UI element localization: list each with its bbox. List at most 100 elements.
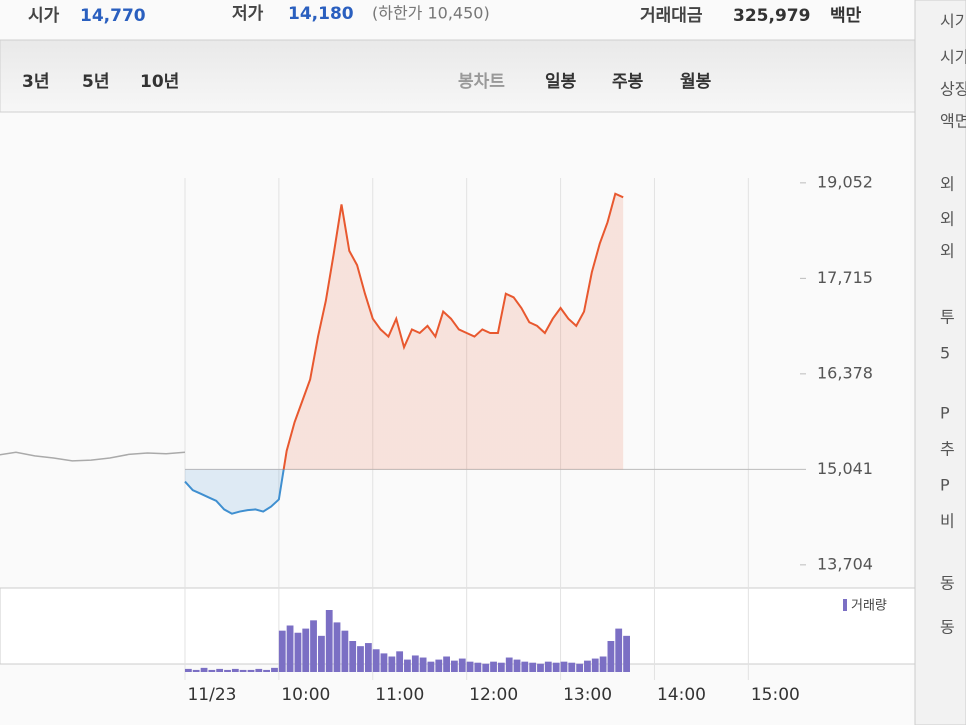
tab-bar xyxy=(0,39,916,113)
volume-bar xyxy=(341,630,349,672)
volume-bar xyxy=(584,660,591,672)
limit-note: (하한가 10,450) xyxy=(372,4,490,23)
period-tab[interactable]: 3년 xyxy=(22,72,49,92)
open-value: 14,770 xyxy=(80,6,146,26)
volume-bar xyxy=(200,667,208,672)
volume-bar xyxy=(388,656,396,672)
side-text: 외 xyxy=(940,210,955,229)
volume-bar xyxy=(529,662,537,672)
period-tab[interactable]: 5년 xyxy=(82,72,109,92)
volume-bar xyxy=(310,620,317,672)
volume-bar xyxy=(208,669,216,672)
volume-bar xyxy=(521,661,529,672)
volume-bar xyxy=(560,661,568,672)
price-line xyxy=(184,192,624,515)
volume-bar xyxy=(419,657,427,672)
side-text: 시가 xyxy=(940,48,966,67)
y-tick-label: 13,704 xyxy=(817,554,873,573)
volume-bar xyxy=(231,668,239,672)
volume-bar xyxy=(224,669,231,672)
volume-bar xyxy=(427,661,435,672)
volume-bar xyxy=(497,662,505,672)
y-tick-label: 15,041 xyxy=(817,459,873,478)
price-area xyxy=(184,193,624,514)
volume-bar xyxy=(537,663,544,672)
side-panel xyxy=(914,0,966,725)
volume-bar xyxy=(364,643,372,672)
side-text: 외 xyxy=(940,242,955,261)
volume-bar xyxy=(513,659,521,672)
view-tab[interactable]: 일봉 xyxy=(545,72,577,92)
volume-bar xyxy=(435,659,443,672)
volume-bar xyxy=(294,632,302,672)
x-tick-label: 10:00 xyxy=(281,685,330,705)
volume-bar xyxy=(568,662,576,672)
open-label: 시가 xyxy=(28,6,60,26)
volume-bar xyxy=(247,669,255,672)
volume-bar xyxy=(490,661,497,672)
view-tab[interactable]: 월봉 xyxy=(680,72,712,92)
side-text: 동 xyxy=(940,574,955,593)
y-tick-label: 17,715 xyxy=(817,268,873,287)
volume-bar xyxy=(599,656,607,672)
volume-bar xyxy=(318,635,325,672)
volume-bar xyxy=(607,641,615,672)
side-text: P xyxy=(940,404,950,423)
side-text: 상장 xyxy=(940,80,966,99)
amount-unit: 백만 xyxy=(830,6,862,26)
volume-bar xyxy=(255,668,263,672)
x-tick-label: 13:00 xyxy=(563,685,612,705)
amount-value: 325,979 xyxy=(733,6,810,26)
low-value: 14,180 xyxy=(288,4,354,24)
period-tab[interactable]: 10년 xyxy=(140,72,179,92)
low-label: 저가 xyxy=(232,4,264,24)
volume-bar xyxy=(404,659,411,672)
x-tick-label: 14:00 xyxy=(657,685,706,705)
volume-bar xyxy=(396,651,404,672)
view-tab[interactable]: 주봉 xyxy=(612,72,644,92)
volume-bar xyxy=(380,653,388,672)
volume-bar xyxy=(239,669,247,672)
volume-bar xyxy=(458,658,466,672)
view-tab[interactable]: 봉차트 xyxy=(458,72,505,92)
volume-bar xyxy=(443,656,450,672)
volume-bar xyxy=(325,610,333,672)
volume-bar xyxy=(271,667,278,672)
side-text: 시기 xyxy=(940,12,966,31)
x-tick-label: 15:00 xyxy=(751,685,800,705)
x-tick-label: 12:00 xyxy=(469,685,518,705)
volume-bar xyxy=(302,628,310,672)
volume-bar xyxy=(192,669,200,672)
side-text: P xyxy=(940,476,950,495)
volume-bar xyxy=(411,655,419,672)
amount-label: 거래대금 xyxy=(640,6,703,26)
side-text: 액면 xyxy=(940,112,966,131)
legend-swatch xyxy=(843,599,847,611)
volume-bar xyxy=(505,657,513,672)
volume-panel xyxy=(0,587,916,665)
volume-bar xyxy=(286,625,294,672)
volume-bar xyxy=(333,622,341,672)
volume-bar xyxy=(615,628,623,672)
volume-bar xyxy=(349,641,357,672)
volume-bar xyxy=(466,661,474,672)
volume-bar xyxy=(184,668,192,672)
x-tick-label: 11/23 xyxy=(187,685,236,705)
y-tick-label: 19,052 xyxy=(817,172,873,191)
volume-bar xyxy=(623,635,630,672)
volume-bar xyxy=(357,646,364,672)
volume-bar xyxy=(591,658,599,672)
side-text: 추 xyxy=(940,440,955,459)
y-tick-label: 16,378 xyxy=(817,363,873,382)
volume-bar xyxy=(278,630,286,672)
side-text: 5 xyxy=(940,344,950,363)
x-tick-label: 11:00 xyxy=(375,685,424,705)
side-text: 외 xyxy=(940,175,955,194)
volume-bar xyxy=(216,668,224,672)
volume-bar xyxy=(552,662,560,672)
side-text: 동 xyxy=(940,618,955,637)
side-text: 투 xyxy=(940,308,955,327)
previous-line xyxy=(0,451,186,462)
